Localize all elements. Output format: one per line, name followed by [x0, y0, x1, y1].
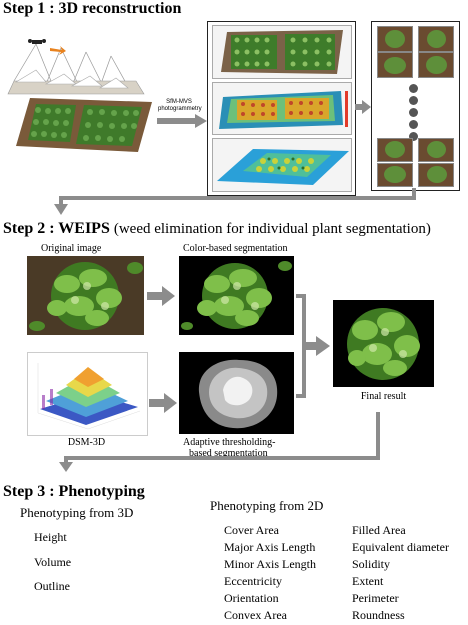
arrow-to-color-seg	[147, 286, 175, 311]
phenotyping-2d-item: Perimeter	[352, 591, 399, 605]
step2-title-bold: Step 2 : WEIPS	[3, 220, 110, 237]
phenotyping-2d-item: Extent	[352, 574, 384, 588]
plant-thumbnail	[418, 52, 454, 78]
phenotyping-2d-item: Roundness	[352, 608, 405, 622]
phenotyping-3d-title: Phenotyping from 3D	[20, 505, 134, 520]
surface-3d	[212, 138, 352, 192]
field-orthophoto	[14, 96, 154, 154]
final-result-label: Final result	[360, 391, 407, 402]
plant-thumbnail	[377, 163, 413, 187]
phenotyping-2d-item: Equivalent diameter	[352, 540, 449, 554]
individual-plants-panel	[371, 21, 460, 191]
step1-title: Step 1 : 3D reconstruction	[3, 0, 182, 17]
original-image-label: Original image	[41, 243, 102, 254]
arrow-to-reconstruction	[157, 114, 207, 133]
dsm-heatmap	[212, 82, 352, 135]
merge-bracket	[296, 294, 332, 409]
plant-thumbnail	[377, 52, 413, 78]
plant-thumbnail	[418, 26, 454, 52]
ellipsis-dot	[409, 132, 418, 141]
connector-step2-step3	[58, 412, 388, 477]
color-seg-image	[179, 256, 294, 335]
color-seg-label: Color-based segmentation	[183, 243, 288, 254]
plant-thumbnail	[377, 26, 413, 52]
phenotyping-2d-item: Major Axis Length	[224, 540, 316, 554]
drone-flight-diagram	[6, 36, 146, 96]
phenotyping-2d-item: Eccentricity	[224, 574, 282, 588]
plant-thumbnail	[418, 138, 454, 162]
dsm-3d-plot	[27, 352, 148, 436]
adaptive-label-line1: Adaptive thresholding-	[183, 437, 276, 448]
ellipsis-dot	[409, 84, 418, 93]
phenotyping-3d-item: Height	[34, 530, 67, 544]
adaptive-seg-image	[179, 352, 294, 434]
sfm-mvs-label: SfM-MVS photogrammetry	[158, 99, 202, 112]
ellipsis-dot	[409, 96, 418, 105]
original-image	[27, 256, 144, 335]
final-result-image	[333, 300, 434, 387]
plant-thumbnail	[377, 138, 413, 162]
phenotyping-2d-item: Convex Area	[224, 608, 287, 622]
phenotyping-2d-item: Cover Area	[224, 523, 279, 537]
phenotyping-2d-col1: Cover Area Major Axis Length Minor Axis …	[224, 522, 316, 624]
ellipsis-dot	[409, 120, 418, 129]
phenotyping-2d-col2: Filled Area Equivalent diameter Solidity…	[352, 522, 449, 624]
dsm-3d-label: DSM-3D	[67, 437, 106, 448]
step2-title: Step 2 : WEIPS (weed elimination for ind…	[3, 220, 431, 238]
phenotyping-2d-item: Solidity	[352, 557, 391, 571]
plant-thumbnail	[418, 163, 454, 187]
step2-title-rest: (weed elimination for individual plant s…	[113, 221, 431, 237]
arrow-to-adaptive	[149, 393, 177, 418]
reconstruction-panel	[207, 21, 356, 196]
phenotyping-2d-item: Orientation	[224, 591, 279, 605]
phenotyping-2d-item: Minor Axis Length	[224, 557, 316, 571]
phenotyping-3d-item: Outline	[34, 579, 70, 593]
connector-step1-step2	[52, 188, 422, 221]
phenotyping-3d-item: Volume	[34, 555, 72, 569]
rgb-point-cloud	[212, 25, 352, 79]
step3-title: Step 3 : Phenotyping	[3, 483, 145, 500]
ellipsis-dot	[409, 108, 418, 117]
phenotyping-2d-title: Phenotyping from 2D	[210, 498, 324, 513]
phenotyping-2d-item: Filled Area	[352, 523, 406, 537]
arrow-to-plants	[355, 100, 371, 119]
adaptive-label-line2: based segmentation	[189, 448, 268, 459]
